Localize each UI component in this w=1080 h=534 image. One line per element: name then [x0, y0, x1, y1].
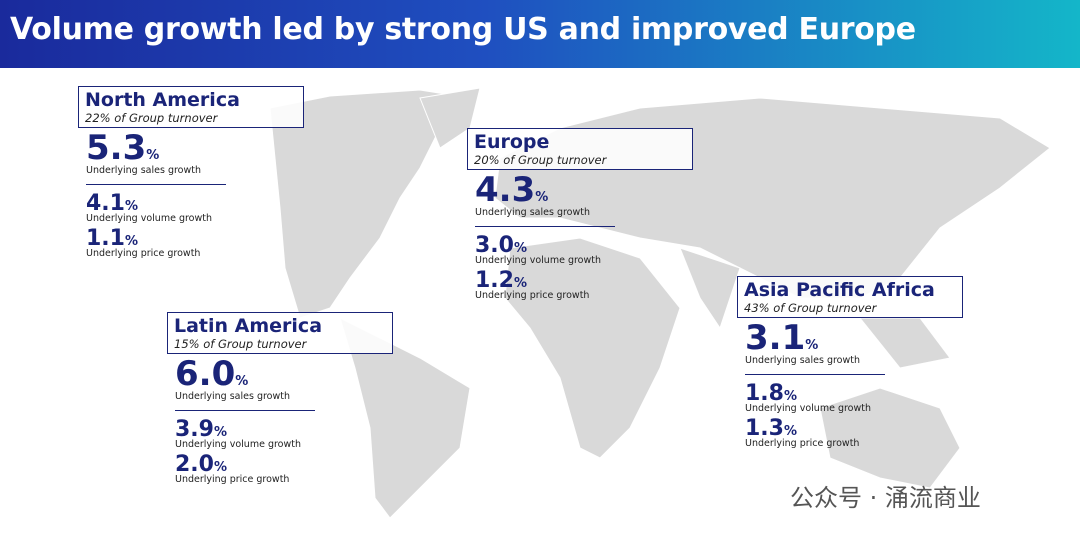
metric-value: 2.0: [175, 452, 214, 477]
metric: 4.3% Underlying sales growth: [475, 170, 615, 227]
metric-unit: %: [235, 374, 249, 389]
metric: 3.9% Underlying volume growth: [175, 417, 393, 450]
metric-value: 3.1: [745, 318, 806, 358]
metric-label: Underlying price growth: [475, 290, 590, 301]
metric-value: 5.3: [86, 128, 147, 168]
metric-value: 3.0: [475, 233, 514, 258]
metric: 4.1% Underlying volume growth: [86, 191, 304, 224]
region-header: North America 22% of Group turnover: [78, 86, 304, 128]
metric-unit: %: [124, 234, 139, 249]
metric: 6.0% Underlying sales growth: [175, 354, 315, 411]
metric: 3.1% Underlying sales growth: [745, 318, 885, 375]
metric: 1.2% Underlying price growth: [475, 268, 693, 301]
metric-value: 1.3: [745, 416, 784, 441]
metric-unit: %: [513, 276, 528, 291]
metric: 5.3% Underlying sales growth: [86, 128, 226, 185]
metric-unit: %: [213, 460, 228, 475]
metric: 3.0% Underlying volume growth: [475, 233, 693, 266]
title-bar: [0, 0, 1080, 68]
region-header: Europe 20% of Group turnover: [467, 128, 693, 170]
region-share: 43% of Group turnover: [744, 301, 877, 315]
region: North America 22% of Group turnover 5.3% Un…: [78, 86, 304, 259]
metric: 1.8% Underlying volume growth: [745, 381, 963, 414]
metric-value: 3.9: [175, 417, 214, 442]
watermark: 公众号 · 涌流商业: [790, 484, 981, 512]
region: Asia Pacific Africa 43% of Group turnover…: [737, 276, 963, 449]
metric: 1.1% Underlying price growth: [86, 226, 304, 259]
region-name: Europe: [474, 131, 550, 153]
region-share: 22% of Group turnover: [85, 111, 218, 125]
region-share: 15% of Group turnover: [174, 337, 307, 351]
region-header: Asia Pacific Africa 43% of Group turnover: [737, 276, 963, 318]
metric-value: 1.2: [475, 268, 514, 293]
region-name: Asia Pacific Africa: [744, 279, 935, 301]
metric-unit: %: [124, 199, 139, 214]
metric-unit: %: [213, 425, 228, 440]
region-name: North America: [85, 89, 240, 111]
region-share: 20% of Group turnover: [474, 153, 607, 167]
metric-value: 4.1: [86, 191, 125, 216]
region: Latin America 15% of Group turnover 6.0% Un…: [167, 312, 393, 485]
metric-label: Underlying price growth: [175, 474, 290, 485]
metric-label: Underlying sales growth: [86, 165, 202, 176]
metric-value: 6.0: [175, 354, 236, 394]
metric-value: 4.3: [475, 170, 536, 210]
region: Europe 20% of Group turnover 4.3% Underlyin…: [467, 128, 693, 301]
metric-label: Underlying volume growth: [86, 213, 212, 224]
metric-label: Underlying volume growth: [745, 403, 871, 414]
metric: 2.0% Underlying price growth: [175, 452, 393, 485]
metric-label: Underlying price growth: [745, 438, 860, 449]
metric-label: Underlying sales growth: [745, 355, 861, 366]
metric-label: Underlying price growth: [86, 248, 201, 259]
metric-value: 1.1: [86, 226, 125, 251]
region-header: Latin America 15% of Group turnover: [167, 312, 393, 354]
metric-value: 1.8: [745, 381, 784, 406]
metric-unit: %: [783, 389, 798, 404]
metric-label: Underlying sales growth: [475, 207, 591, 218]
title: Volume growth led by strong US and impro…: [10, 12, 916, 47]
metric-label: Underlying sales growth: [175, 391, 291, 402]
metric-unit: %: [513, 241, 528, 256]
metric-unit: %: [146, 148, 160, 163]
region-name: Latin America: [174, 315, 323, 337]
metric-label: Underlying volume growth: [175, 439, 301, 450]
metric-unit: %: [805, 338, 819, 353]
metric-label: Underlying volume growth: [475, 255, 601, 266]
metric: 1.3% Underlying price growth: [745, 416, 963, 449]
metric-unit: %: [535, 190, 549, 205]
metric-unit: %: [783, 424, 798, 439]
